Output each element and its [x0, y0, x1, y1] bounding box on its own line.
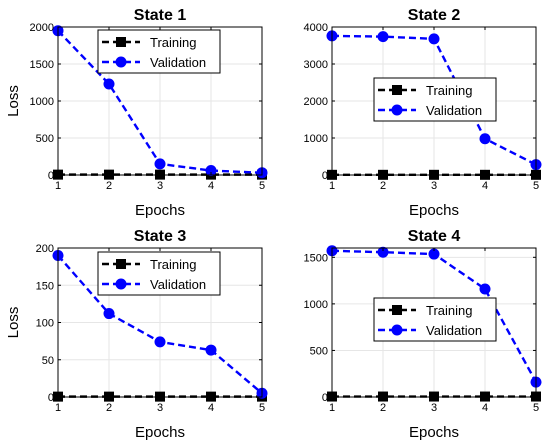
x-tick-label: 1 — [55, 180, 61, 192]
legend: Training Validation — [373, 297, 497, 342]
legend-label-training: Training — [426, 303, 472, 318]
chart-panel-1: 1 2 3 4 5 0 500 1000 1500 2000 State 1 Epochs Loss Tr… — [5, 7, 268, 219]
x-tick-label: 2 — [106, 402, 112, 414]
chart-title: State 2 — [408, 7, 461, 24]
x-tick-label: 2 — [106, 180, 112, 192]
legend-marker-training — [392, 305, 402, 315]
x-tick-label: 4 — [208, 180, 214, 192]
y-tick-label: 150 — [36, 280, 54, 292]
chart-title: State 1 — [134, 7, 187, 24]
y-tick-label: 500 — [310, 345, 328, 357]
x-tick-label: 4 — [482, 180, 488, 192]
y-tick-label: 0 — [322, 392, 328, 404]
legend-marker-validation — [391, 104, 403, 116]
x-tick-label: 4 — [482, 402, 488, 414]
x-tick-label: 2 — [380, 402, 386, 414]
data-point-validation — [154, 158, 166, 170]
x-tick-label: 5 — [533, 180, 539, 192]
y-tick-label: 0 — [322, 170, 328, 182]
y-tick-label: 1000 — [304, 133, 328, 145]
y-tick-label: 1000 — [30, 96, 54, 108]
legend: Training Validation — [97, 251, 221, 296]
data-point-validation — [377, 31, 389, 43]
legend-label-validation: Validation — [150, 277, 206, 292]
x-tick-label: 5 — [259, 402, 265, 414]
x-tick-label: 3 — [431, 180, 437, 192]
legend-label-training: Training — [150, 257, 196, 272]
data-point-validation — [479, 283, 491, 295]
x-tick-label: 1 — [329, 180, 335, 192]
y-tick-label: 100 — [36, 318, 54, 330]
y-tick-label: 1000 — [304, 299, 328, 311]
data-point-validation — [428, 248, 440, 260]
legend-label-training: Training — [150, 35, 196, 50]
data-point-validation — [103, 308, 115, 320]
data-point-validation — [205, 165, 217, 177]
x-tick-label: 3 — [157, 180, 163, 192]
x-tick-label: 1 — [329, 402, 335, 414]
legend-marker-training — [116, 37, 126, 47]
y-tick-label: 4000 — [304, 22, 328, 34]
y-tick-label: 0 — [48, 170, 54, 182]
y-tick-label: 2000 — [30, 22, 54, 34]
y-tick-label: 500 — [36, 133, 54, 145]
y-tick-label: 0 — [48, 392, 54, 404]
x-tick-label: 5 — [533, 402, 539, 414]
data-point-validation — [377, 246, 389, 258]
y-tick-label: 3000 — [304, 59, 328, 71]
x-tick-label: 1 — [55, 402, 61, 414]
legend-label-validation: Validation — [150, 55, 206, 70]
x-axis-label: Epochs — [135, 202, 185, 219]
y-tick-label: 200 — [36, 243, 54, 255]
x-axis-label: Epochs — [409, 424, 459, 441]
legend-marker-training — [116, 259, 126, 269]
x-tick-label: 4 — [208, 402, 214, 414]
y-axis-label: Loss — [5, 85, 22, 117]
y-tick-label: 2000 — [304, 96, 328, 108]
x-tick-label: 3 — [157, 402, 163, 414]
legend: Training Validation — [373, 77, 497, 122]
x-tick-label: 3 — [431, 402, 437, 414]
chart-panel-2: 1 2 3 4 5 0 1000 2000 3000 4000 State 2 Epochs Train… — [304, 7, 542, 219]
data-point-validation — [103, 78, 115, 90]
x-axis-label: Epochs — [409, 202, 459, 219]
legend: Training Validation — [97, 29, 221, 74]
legend-label-validation: Validation — [426, 103, 482, 118]
y-tick-label: 1500 — [30, 59, 54, 71]
y-tick-label: 50 — [42, 355, 54, 367]
data-point-validation — [205, 344, 217, 356]
x-tick-label: 2 — [380, 180, 386, 192]
legend-marker-validation — [391, 324, 403, 336]
legend-marker-validation — [115, 56, 127, 68]
legend-label-training: Training — [426, 83, 472, 98]
y-tick-label: 1500 — [304, 252, 328, 264]
chart-title: State 4 — [408, 228, 461, 245]
data-point-validation — [154, 336, 166, 348]
data-point-validation — [479, 133, 491, 145]
x-tick-label: 5 — [259, 180, 265, 192]
y-axis-label: Loss — [5, 307, 22, 339]
data-point-validation — [428, 33, 440, 45]
legend-marker-validation — [115, 278, 127, 290]
chart-panel-4: 1 2 3 4 5 0 500 1000 1500 State 4 Epochs Training Va… — [304, 228, 542, 441]
legend-label-validation: Validation — [426, 323, 482, 338]
x-axis-label: Epochs — [135, 424, 185, 441]
chart-title: State 3 — [134, 228, 187, 245]
legend-marker-training — [392, 85, 402, 95]
